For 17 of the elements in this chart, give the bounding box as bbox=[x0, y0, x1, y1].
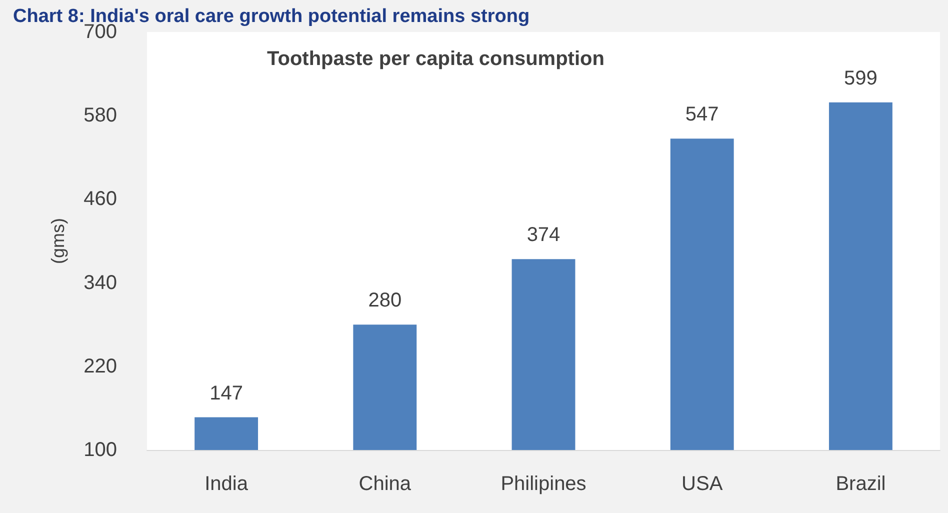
data-label: 547 bbox=[685, 104, 719, 126]
y-tick-label: 580 bbox=[84, 104, 117, 127]
text: Toothpaste per capita consumption bbox=[267, 48, 604, 70]
data-label: 147 bbox=[210, 382, 243, 404]
x-tick-label: Brazil bbox=[836, 473, 886, 495]
y-axis-title: (gms) bbox=[48, 218, 68, 264]
y-tick-label: 340 bbox=[84, 272, 117, 294]
data-label: 374 bbox=[526, 224, 560, 246]
y-tick-label: 100 bbox=[84, 439, 117, 461]
x-tick-label: China bbox=[358, 473, 412, 495]
data-label: 599 bbox=[844, 67, 878, 90]
x-tick-label: USA bbox=[682, 473, 724, 495]
x-tick-label: Philipines bbox=[500, 473, 586, 495]
y-tick-label: 220 bbox=[84, 355, 117, 378]
y-tick-label: 460 bbox=[84, 188, 117, 210]
data-label: 280 bbox=[368, 290, 402, 312]
x-tick-label: India bbox=[204, 473, 249, 495]
